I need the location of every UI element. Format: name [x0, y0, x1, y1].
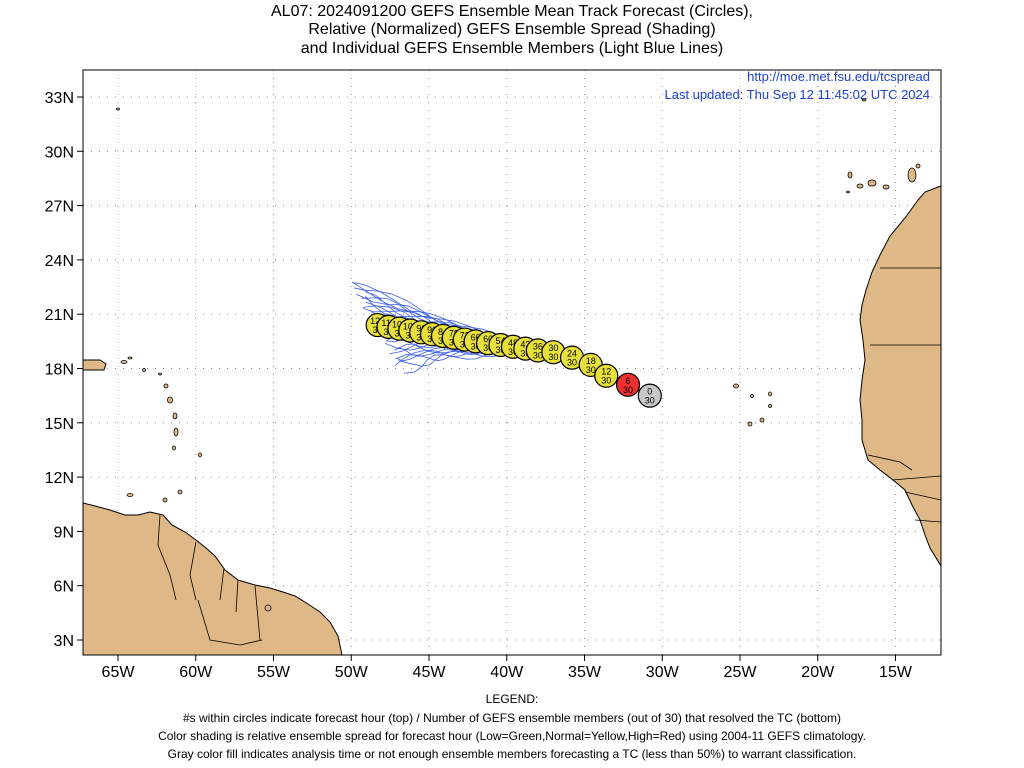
lon-tick-label: 25W — [724, 664, 758, 681]
lon-tick-label: 40W — [490, 664, 524, 681]
forecast-hour-label: 72 — [460, 331, 470, 341]
chart-title-line-3: and Individual GEFS Ensemble Members (Li… — [300, 40, 724, 57]
axis-labels: 33N 30N 27N 24N 21N 18N 15N 12N 9N 6N 3N 65W 60W 55W 5… — [45, 90, 913, 681]
member-count-label: 30 — [623, 385, 633, 395]
lat-tick-label: 21N — [45, 307, 74, 324]
forecast-hour-label: 6 — [626, 376, 631, 386]
member-count-label: 30 — [483, 343, 493, 353]
lat-tick-label: 24N — [45, 253, 74, 270]
member-count-label: 30 — [567, 358, 577, 368]
track-circle — [637, 383, 662, 408]
member-count-label: 30 — [548, 352, 558, 362]
lat-tick-label: 18N — [45, 362, 74, 379]
track-point: 630 — [615, 372, 641, 397]
track-circle — [615, 372, 641, 397]
forecast-hour-label: 60 — [483, 334, 493, 344]
legend-line-3: Gray color fill indicates analysis time … — [167, 747, 857, 761]
map-ocean — [83, 70, 941, 655]
land-layer — [83, 185, 941, 655]
lon-tick-label: 45W — [413, 664, 447, 681]
map-frame — [82, 69, 942, 656]
member-count-label: 30 — [496, 345, 506, 355]
country-borders-sa — [157, 514, 263, 646]
member-count-label: 30 — [533, 350, 543, 360]
member-count-label: 30 — [520, 349, 530, 359]
lat-tick-label: 27N — [45, 199, 74, 216]
lon-tick-label: 15W — [879, 664, 913, 681]
track-circle — [594, 363, 619, 388]
forecast-hour-label: 30 — [548, 343, 558, 353]
member-count-label: 30 — [645, 396, 655, 406]
lon-tick-label: 20W — [801, 664, 835, 681]
forecast-hour-label: 96 — [416, 323, 426, 333]
forecast-hour-label: 18 — [586, 356, 596, 366]
forecast-hour-label: 108 — [392, 320, 407, 330]
member-count-label: 30 — [601, 376, 611, 386]
legend-line-2: Color shading is relative ensemble sprea… — [158, 729, 866, 743]
forecast-hour-label: 78 — [449, 329, 459, 339]
forecast-hour-label: 66 — [471, 332, 481, 342]
forecast-hour-label: 0 — [647, 387, 652, 397]
greater-antilles-island — [83, 359, 107, 371]
forecast-hour-label: 90 — [427, 325, 437, 335]
lat-tick-label: 12N — [45, 470, 74, 487]
south-america-landmass — [83, 502, 343, 655]
legend-line-1: #s within circles indicate forecast hour… — [182, 711, 842, 725]
forecast-hour-label: 102 — [403, 321, 418, 331]
forecast-hour-label: 48 — [508, 338, 518, 348]
lon-tick-label: 30W — [646, 664, 680, 681]
member-count-label: 30 — [586, 365, 596, 375]
small-islands — [116, 98, 921, 612]
forecast-hour-label: 114 — [381, 318, 395, 328]
member-count-label: 30 — [471, 341, 481, 351]
lon-tick-label: 50W — [335, 664, 369, 681]
lat-tick-label: 30N — [45, 144, 74, 161]
last-updated: Last updated: Thu Sep 12 11:45:02 UTC 20… — [664, 87, 931, 102]
lat-tick-label: 15N — [45, 416, 74, 433]
mean-track-circles: 1203011430108301023096309030843078307230… — [365, 312, 662, 408]
lon-tick-label: 35W — [568, 664, 602, 681]
chart-title-line-1: AL07: 2024091200 GEFS Ensemble Mean Trac… — [271, 3, 753, 20]
forecast-hour-label: 84 — [438, 327, 448, 337]
chart-title-line-2: Relative (Normalized) GEFS Ensemble Spre… — [308, 21, 716, 38]
lon-tick-label: 60W — [179, 664, 213, 681]
country-borders-africa — [867, 267, 941, 523]
member-count-label: 30 — [508, 347, 518, 357]
forecast-hour-label: 36 — [533, 341, 543, 351]
track-point: 030 — [637, 383, 662, 408]
source-url[interactable]: http://moe.met.fsu.edu/tcspread — [747, 69, 930, 84]
lat-tick-label: 6N — [54, 579, 74, 596]
lat-tick-label: 33N — [45, 90, 74, 107]
lon-tick-label: 65W — [102, 664, 136, 681]
africa-landmass — [859, 185, 941, 567]
lon-tick-label: 55W — [257, 664, 291, 681]
lat-tick-label: 9N — [54, 524, 74, 541]
forecast-hour-label: 12 — [601, 367, 611, 377]
forecast-hour-label: 42 — [520, 340, 530, 350]
forecast-hour-label: 54 — [496, 336, 506, 346]
lat-tick-label: 3N — [54, 633, 74, 650]
forecast-hour-label: 24 — [567, 349, 577, 359]
forecast-hour-label: 120 — [370, 316, 385, 326]
legend-header: LEGEND: — [485, 692, 539, 706]
